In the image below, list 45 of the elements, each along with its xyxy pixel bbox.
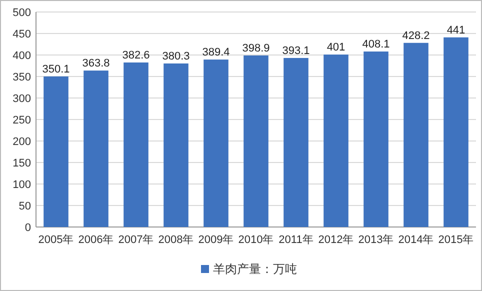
y-tick-label: 300 [12, 93, 31, 105]
x-tick-label: 2012年 [318, 234, 354, 246]
y-tick-label: 250 [12, 114, 31, 126]
bar [44, 76, 68, 227]
y-tick-label: 400 [12, 50, 31, 62]
bar [124, 62, 148, 227]
bar [324, 54, 348, 227]
x-tick-label: 2008年 [158, 234, 194, 246]
y-tick-label: 450 [12, 28, 31, 40]
bar [164, 63, 188, 227]
data-label: 428.2 [402, 30, 430, 42]
data-label: 393.1 [282, 44, 310, 57]
bar [284, 58, 308, 227]
x-tick-label: 2005年 [38, 234, 74, 246]
bar [404, 42, 428, 227]
x-tick-label: 2014年 [398, 234, 434, 246]
y-tick-label: 350 [12, 72, 31, 84]
bar [364, 52, 388, 227]
y-tick-label: 200 [12, 136, 31, 148]
x-tick-label: 2015年 [438, 234, 474, 246]
bar [204, 60, 228, 227]
data-label: 401 [326, 42, 346, 54]
bar [84, 70, 108, 227]
data-label: 382.6 [122, 49, 150, 62]
data-label: 398.9 [242, 42, 270, 54]
bar [444, 37, 468, 227]
legend-label: 羊肉产量：万吨 [213, 262, 297, 276]
y-tick-label: 150 [12, 158, 31, 170]
data-label: 389.4 [202, 46, 230, 59]
data-label: 408.1 [362, 38, 390, 51]
x-tick-label: 2006年 [78, 234, 114, 246]
y-tick-label: 0 [24, 222, 31, 234]
data-label: 441 [446, 24, 466, 36]
y-tick-label: 500 [12, 7, 31, 19]
x-tick-label: 2010年 [238, 234, 274, 246]
y-tick-label: 100 [12, 179, 31, 191]
y-tick-label: 50 [18, 200, 31, 212]
bar [244, 55, 268, 227]
x-tick-label: 2007年 [118, 234, 154, 246]
data-label: 350.1 [42, 63, 70, 76]
x-tick-label: 2011年 [278, 234, 314, 246]
x-tick-label: 2009年 [198, 234, 234, 246]
data-label: 380.3 [162, 50, 190, 62]
x-tick-label: 2013年 [358, 234, 394, 246]
data-label: 363.8 [82, 58, 110, 70]
